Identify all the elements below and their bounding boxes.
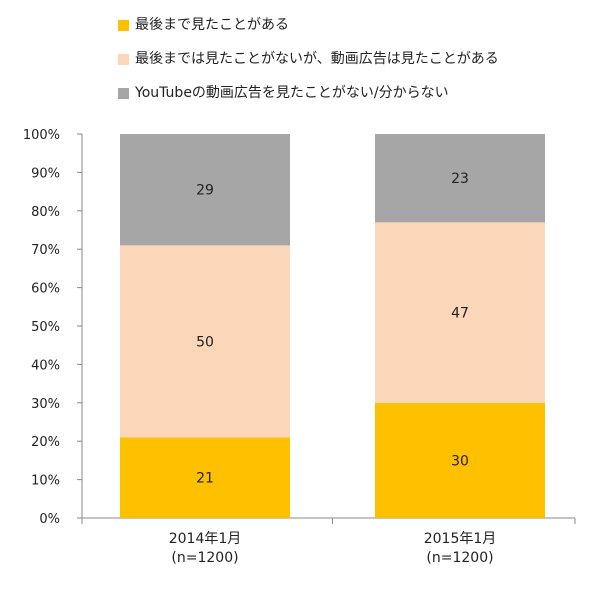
bar-value-label: 21 xyxy=(196,471,214,487)
y-tick-label: 60% xyxy=(31,282,60,297)
y-tick-label: 50% xyxy=(31,320,60,335)
legend-swatch-fully-watched xyxy=(118,20,129,31)
y-tick-label: 20% xyxy=(31,435,60,450)
y-tick-label: 40% xyxy=(31,358,60,373)
bar-value-label: 23 xyxy=(451,171,469,187)
bar-value-label: 47 xyxy=(451,306,469,322)
y-tick-label: 80% xyxy=(31,205,60,220)
bar-segment-2015-series-3 xyxy=(375,134,545,223)
legend-label-seen-ads: 最後までは見たことがないが、動画広告は見たことがある xyxy=(135,51,499,67)
bar-segment-2015-series-1 xyxy=(375,402,545,518)
legend-label-never-seen: YouTubeの動画広告を見たことがない/分からない xyxy=(135,85,449,101)
legend-swatch-seen-ads xyxy=(118,54,129,65)
bar-segment-2014-series-3 xyxy=(120,134,290,246)
bar-segment-2014-series-2 xyxy=(120,245,290,438)
x-category-label-2014: 2014年1月 (n=1200) xyxy=(105,530,305,568)
bar-value-label: 29 xyxy=(196,183,214,199)
x-category-label-2015: 2015年1月 (n=1200) xyxy=(360,530,560,568)
bar-segment-2014-series-1 xyxy=(120,437,290,518)
bar-value-label: 30 xyxy=(451,453,469,469)
x-category-sample-2015: (n=1200) xyxy=(426,550,494,566)
y-tick-label: 70% xyxy=(31,243,60,258)
bar-segment-2015-series-2 xyxy=(375,222,545,403)
legend-label-fully-watched: 最後まで見たことがある xyxy=(135,17,289,33)
legend-swatch-never-seen xyxy=(118,88,129,99)
y-tick-label: 90% xyxy=(31,166,60,181)
x-category-sample-2014: (n=1200) xyxy=(171,550,239,566)
y-tick-label: 100% xyxy=(23,128,60,143)
y-tick-label: 10% xyxy=(31,474,60,489)
bar-value-label: 50 xyxy=(196,334,214,350)
x-category-name-2014: 2014年1月 xyxy=(168,531,242,547)
y-tick-label: 0% xyxy=(39,512,60,527)
y-tick-label: 30% xyxy=(31,397,60,412)
x-category-name-2015: 2015年1月 xyxy=(423,531,497,547)
